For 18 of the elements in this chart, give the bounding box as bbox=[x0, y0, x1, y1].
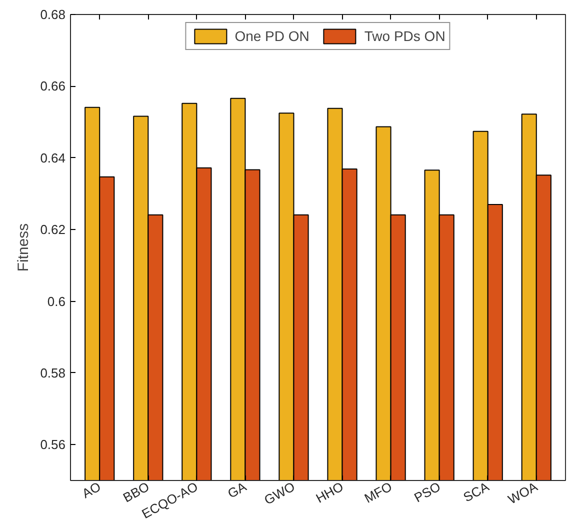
x-tick-label: PSO bbox=[412, 478, 443, 506]
y-tick-label: 0.58 bbox=[40, 365, 66, 380]
y-tick-label: 0.68 bbox=[40, 7, 66, 22]
x-tick-label: GWO bbox=[262, 478, 298, 508]
y-tick-label: 0.62 bbox=[40, 222, 66, 238]
x-tick-label: HHO bbox=[313, 478, 346, 506]
x-tick-label: AO bbox=[80, 478, 104, 502]
legend-label: Two PDs ON bbox=[364, 28, 446, 44]
x-tick-label: SCA bbox=[460, 478, 492, 505]
y-tick-label: 0.56 bbox=[40, 437, 66, 452]
x-tick-label: WOA bbox=[506, 478, 540, 507]
y-tick-label: 0.66 bbox=[40, 78, 66, 94]
x-tick-label: GA bbox=[225, 478, 250, 502]
legend-label: One PD ON bbox=[234, 28, 310, 44]
y-axis-title: Fitness bbox=[15, 223, 32, 272]
y-tick-label: 0.6 bbox=[47, 294, 66, 309]
x-tick-label: MFO bbox=[362, 478, 394, 506]
y-tick-label: 0.64 bbox=[40, 150, 66, 166]
